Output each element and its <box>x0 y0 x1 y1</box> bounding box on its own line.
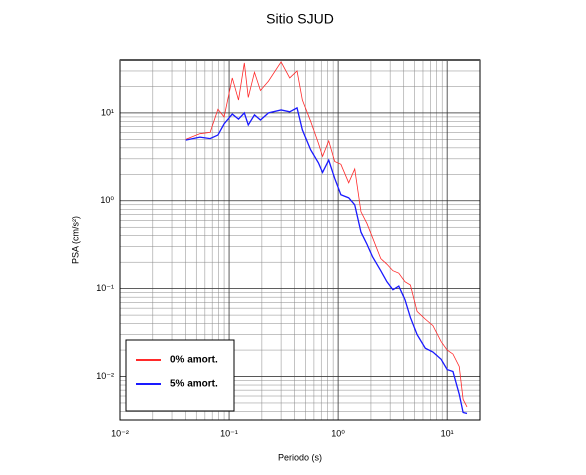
chart-title: Sitio SJUD <box>266 11 334 27</box>
y-axis-label: PSA (cm/s²) <box>70 216 80 264</box>
y-tick-label: 10¹ <box>101 107 114 117</box>
x-tick-label: 10⁻² <box>111 428 129 438</box>
x-tick-label: 10¹ <box>441 428 454 438</box>
series-line <box>185 61 468 408</box>
y-tick-label: 10⁻² <box>96 371 114 381</box>
series-line <box>185 106 468 415</box>
x-tick-label: 10⁰ <box>331 428 345 438</box>
legend-label: 5% amort. <box>170 379 218 390</box>
x-tick-label: 10⁻¹ <box>220 428 238 438</box>
y-tick-label: 10⁻¹ <box>96 283 114 293</box>
y-tick-label: 10⁰ <box>100 195 114 205</box>
legend-box <box>125 339 235 412</box>
x-axis-label: Periodo (s) <box>278 452 322 462</box>
legend-label: 0% amort. <box>170 355 218 366</box>
